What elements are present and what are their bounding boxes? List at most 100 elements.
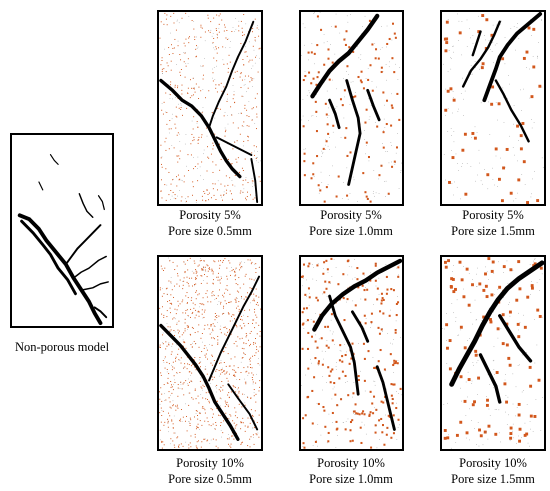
pore [253,154,255,156]
speckle-dot [314,12,315,14]
pore [448,180,451,184]
pore [199,420,201,422]
pore [255,303,257,305]
pore [199,366,201,368]
pore [212,148,214,150]
speckle-dot [517,160,518,162]
pore [168,128,170,130]
speckle-dot [534,170,535,172]
pore [251,108,253,110]
speckle-dot [162,73,163,74]
pore [201,424,203,426]
speckle-dot [537,55,538,57]
pore [231,198,233,200]
speckle-dot [360,54,362,56]
pore [167,422,169,424]
speckle-dot [535,399,537,400]
pore [181,84,183,86]
speckle-dot [488,40,490,41]
pore [474,353,478,357]
pore [181,409,182,411]
pore [509,436,513,440]
pore [465,267,469,271]
pore [212,337,214,339]
speckle-dot [391,93,392,95]
pore [463,399,467,403]
speckle-dot [315,313,316,314]
speckle-dot [447,131,449,132]
pore [187,326,189,328]
speckle-dot [445,179,446,181]
speckle-dot [541,86,543,88]
speckle-dot [497,119,498,121]
pore [390,383,393,386]
speckle-dot [203,149,205,151]
speckle-dot [258,29,260,30]
speckle-dot [173,197,175,199]
pore [316,264,319,267]
pore [342,297,345,300]
pore [167,326,169,328]
pore [191,95,193,97]
pore [215,370,217,372]
speckle-dot [501,20,502,22]
pore [186,281,188,283]
speckle-dot [202,317,204,319]
pore [248,372,250,374]
speckle-dot [503,297,504,298]
speckle-dot [218,27,220,29]
pore [177,384,179,386]
speckle-dot [246,396,248,397]
speckle-dot [500,328,502,330]
pore [355,412,358,415]
pore [225,402,227,404]
crack-network [449,260,544,404]
speckle-dot [205,368,207,370]
speckle-dot [401,162,402,164]
pore [201,134,203,136]
speckle-dot [460,329,462,331]
pore [227,289,229,291]
pore [163,316,165,318]
pore [508,310,512,314]
pore [494,432,498,436]
pore [255,268,257,270]
speckle-dot [521,110,522,111]
speckle-dot [505,395,507,397]
pore [240,112,242,114]
speckle-dot [397,393,399,394]
pore [258,35,260,37]
pore [235,324,236,326]
speckle-dot [171,118,173,120]
speckle-dot [220,360,222,361]
pore [462,295,466,299]
speckle-dot [532,55,534,57]
pore [213,17,215,19]
pore [196,121,198,123]
pore [208,30,210,32]
speckle-dot [494,44,496,46]
speckle-dot [310,319,312,320]
pore [189,417,191,419]
speckle-dot [346,351,347,353]
speckle-dot [352,300,354,302]
pore [206,440,208,442]
pore [204,409,206,411]
pore [236,140,238,142]
speckle-dot [364,139,365,140]
pore [381,424,384,427]
speckle-dot [501,402,502,404]
pore [307,287,310,290]
pore [232,420,234,422]
pore [237,157,239,159]
speckle-dot [217,180,219,182]
pore [243,283,245,285]
pore [197,142,199,144]
pore [346,154,349,157]
speckle-dot [212,42,213,44]
speckle-dot [258,358,259,359]
pore [219,108,221,110]
pore [191,20,193,22]
pore [214,183,216,185]
pore [394,331,397,334]
